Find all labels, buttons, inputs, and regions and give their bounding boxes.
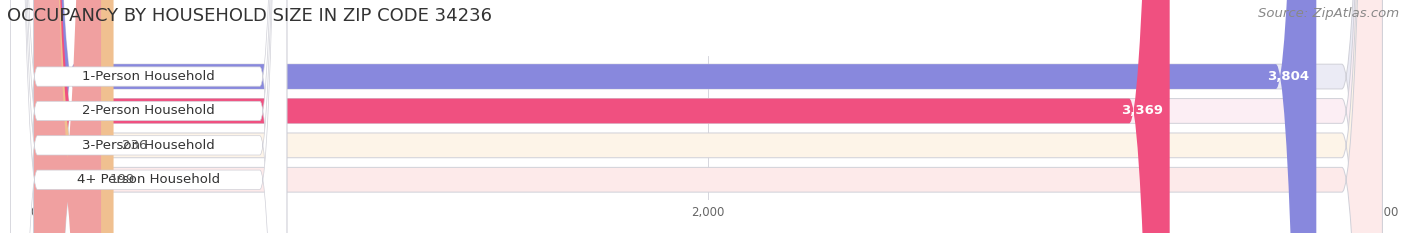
FancyBboxPatch shape — [34, 0, 114, 233]
FancyBboxPatch shape — [10, 0, 287, 233]
FancyBboxPatch shape — [34, 0, 1382, 233]
FancyBboxPatch shape — [10, 0, 287, 233]
FancyBboxPatch shape — [34, 0, 101, 233]
Text: OCCUPANCY BY HOUSEHOLD SIZE IN ZIP CODE 34236: OCCUPANCY BY HOUSEHOLD SIZE IN ZIP CODE … — [7, 7, 492, 25]
FancyBboxPatch shape — [34, 0, 1382, 233]
Text: 3-Person Household: 3-Person Household — [82, 139, 215, 152]
FancyBboxPatch shape — [34, 0, 1382, 233]
Text: 1-Person Household: 1-Person Household — [82, 70, 215, 83]
FancyBboxPatch shape — [10, 0, 287, 233]
FancyBboxPatch shape — [34, 0, 1316, 233]
FancyBboxPatch shape — [10, 0, 287, 233]
FancyBboxPatch shape — [34, 0, 1382, 233]
Text: 199: 199 — [110, 173, 135, 186]
FancyBboxPatch shape — [34, 0, 1170, 233]
Text: 2-Person Household: 2-Person Household — [82, 104, 215, 117]
Text: Source: ZipAtlas.com: Source: ZipAtlas.com — [1258, 7, 1399, 20]
Text: 4+ Person Household: 4+ Person Household — [77, 173, 221, 186]
Text: 3,369: 3,369 — [1121, 104, 1163, 117]
Text: 3,804: 3,804 — [1267, 70, 1309, 83]
Text: 236: 236 — [122, 139, 148, 152]
